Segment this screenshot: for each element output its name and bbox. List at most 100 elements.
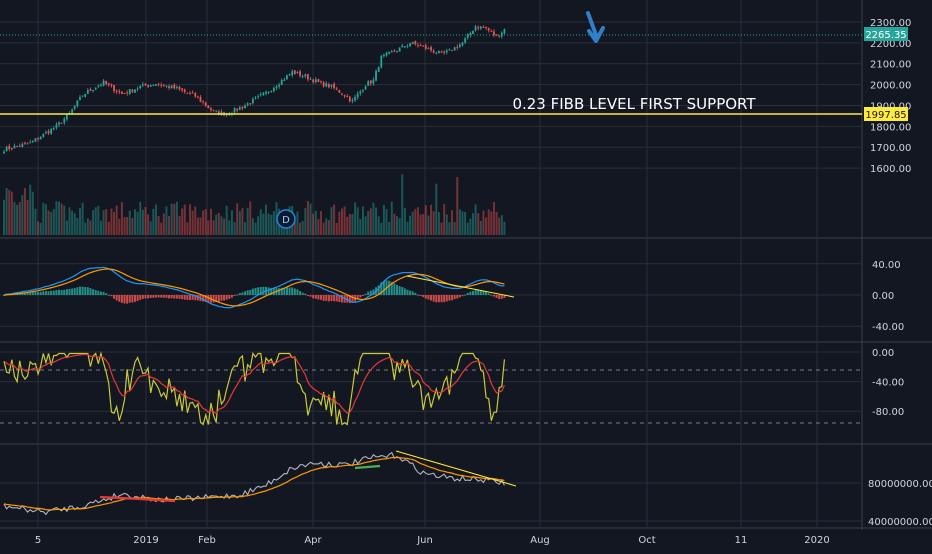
macd-histogram-bar — [212, 295, 215, 303]
annotation-text[interactable]: 0.23 FIBB LEVEL FIRST SUPPORT — [512, 95, 756, 113]
volume-bar — [495, 211, 498, 235]
candle-body — [115, 90, 118, 92]
candle-body — [215, 110, 218, 112]
volume-bar — [388, 222, 391, 235]
volume-bar — [60, 203, 63, 235]
candle-body — [291, 71, 294, 76]
macd-histogram-bar — [288, 287, 291, 295]
candle-body — [474, 26, 477, 31]
volume-bar — [343, 206, 346, 235]
price-axis[interactable]: 2300.00 2200.00 2100.00 2000.00 1900.00 1800.… — [868, 18, 932, 528]
volume-bar — [340, 208, 343, 235]
macd-histogram-bar — [120, 295, 123, 303]
arrow-down-icon[interactable] — [586, 11, 605, 43]
volume-bar — [254, 222, 257, 235]
time-axis[interactable]: 5 2019 Feb Apr Jun Aug Oct 11 2020 — [35, 535, 830, 546]
macd-histogram-bar — [173, 295, 176, 299]
candle-body — [21, 143, 24, 147]
candle-body — [406, 45, 409, 47]
candle-body — [380, 55, 383, 68]
obv-panel — [0, 450, 862, 522]
volume-bar — [314, 210, 317, 235]
macd-histogram-bar — [244, 291, 247, 295]
macd-histogram-bar — [113, 295, 116, 299]
volume-bar — [432, 211, 435, 235]
macd-histogram-bar — [317, 295, 320, 300]
candle-body — [102, 80, 105, 86]
volume-bar — [351, 214, 354, 235]
macd-histogram-bar — [272, 287, 275, 295]
support-price-label: 1997.85 — [864, 107, 908, 121]
candle-body — [202, 101, 205, 103]
current-price-label: 2265.35 — [864, 27, 908, 41]
obv-tick-label: 80000000.00 — [868, 479, 932, 490]
candle-body — [485, 26, 487, 28]
macd-histogram-bar — [351, 295, 354, 303]
candle-body — [160, 84, 163, 86]
volume-bar — [118, 218, 121, 235]
candle-body — [385, 52, 388, 56]
volume-bar — [220, 216, 223, 235]
volume-bar — [126, 216, 129, 235]
candle-body — [3, 151, 5, 154]
candle-body — [435, 53, 438, 55]
volume-bar — [39, 222, 42, 235]
obv-tick-label: 40000000.00 — [868, 517, 932, 528]
macd-histogram-bar — [406, 289, 409, 295]
candle-body — [113, 85, 115, 92]
candle-body — [461, 42, 464, 46]
macd-histogram-bar — [291, 287, 294, 295]
macd-histogram-bar — [380, 282, 383, 295]
volume-bar — [194, 206, 197, 235]
macd-histogram-bar — [257, 287, 260, 295]
volume-bar — [37, 221, 40, 235]
volume-bar — [424, 205, 427, 235]
volume-bar — [157, 215, 160, 235]
candle-body — [356, 93, 359, 98]
macd-histogram-bar — [165, 295, 168, 298]
volume-bar — [296, 211, 299, 235]
candle-body — [141, 84, 144, 86]
macd-histogram-bar — [223, 295, 226, 301]
macd-histogram-bar — [464, 294, 467, 296]
macd-histogram-bar — [267, 287, 270, 295]
volume-bar — [338, 211, 341, 235]
candle-body — [238, 107, 241, 110]
event-marker-label: D — [282, 215, 290, 226]
volume-bar — [3, 199, 5, 235]
candle-body — [144, 83, 147, 86]
candle-body — [241, 106, 244, 109]
macd-histogram-bar — [186, 295, 189, 300]
macd-histogram-bar — [422, 295, 425, 298]
candle-body — [29, 142, 32, 144]
candle-body — [183, 89, 186, 92]
time-tick-label: 2020 — [804, 535, 829, 546]
candle-body — [341, 93, 343, 95]
candle-body — [458, 44, 461, 47]
candle-body — [309, 78, 312, 80]
volume-bar — [259, 209, 262, 235]
macd-histogram-bar — [312, 295, 315, 299]
candle-body — [157, 83, 160, 85]
candle-body — [18, 145, 21, 147]
candle-body — [128, 88, 131, 94]
macd-histogram-bar — [89, 288, 92, 295]
candle-body — [396, 51, 398, 53]
macd-histogram-bar — [346, 295, 349, 303]
candle-body — [275, 86, 278, 88]
macd-histogram-bar — [55, 290, 58, 295]
candle-body — [84, 94, 87, 97]
event-marker[interactable]: D — [276, 209, 296, 229]
candle-body — [34, 138, 37, 142]
volume-bar — [73, 213, 76, 235]
candle-body — [432, 50, 435, 53]
volume-bar — [443, 204, 446, 235]
macd-histogram-bar — [194, 295, 197, 301]
volume-bar — [199, 217, 202, 235]
volume-bar — [456, 176, 459, 235]
candle-body — [398, 47, 401, 52]
macd-histogram-bar — [162, 295, 165, 298]
macd-histogram-bar — [485, 291, 488, 295]
volume-bar — [204, 209, 207, 235]
